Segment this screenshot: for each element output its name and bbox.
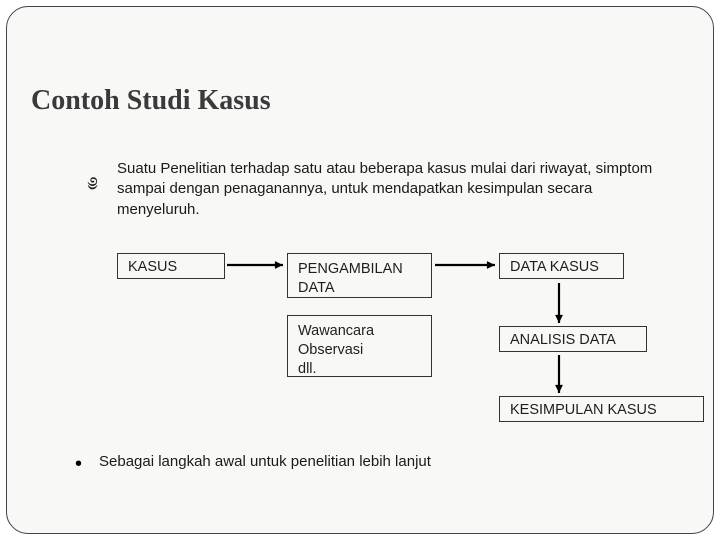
slide-frame: Contoh Studi Kasus ༅ Suatu Penelitian te…	[6, 6, 714, 534]
dot-bullet: •	[75, 453, 82, 476]
closing-line: Sebagai langkah awal untuk penelitian le…	[99, 453, 431, 470]
